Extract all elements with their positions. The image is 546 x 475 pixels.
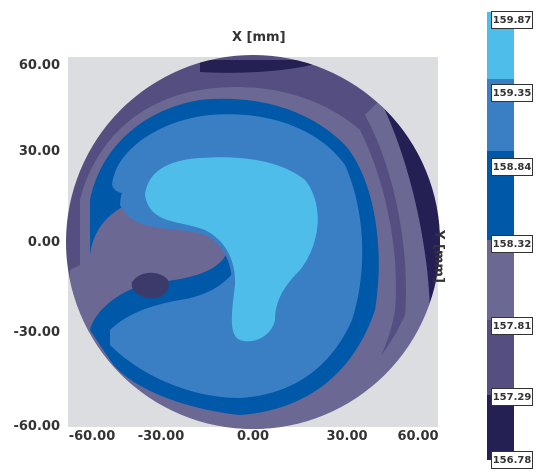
y-tick-label: -30.00 (13, 325, 60, 340)
y-tick-label: 0.00 (27, 235, 60, 250)
contour-level-159-87 (145, 157, 318, 342)
colorbar-level-label: 156.78 (491, 451, 533, 469)
y-axis-title: Y [mm] (431, 230, 446, 283)
colorbar-level-label: 159.87 (491, 11, 533, 29)
colorbar-segment-158-32 (487, 240, 514, 320)
x-tick-label: -30.00 (137, 429, 185, 444)
colorbar-level-label: 157.81 (491, 317, 533, 335)
colorbar-level-label: 158.84 (491, 158, 533, 176)
x-tick-label: -60.00 (68, 429, 116, 444)
x-tick-label: 0.00 (236, 429, 270, 444)
contour-level-156-78-top (200, 60, 330, 73)
colorbar-level-label: 159.35 (491, 84, 533, 102)
x-axis-title: X [mm] (232, 30, 286, 45)
y-tick-label: 30.00 (18, 144, 60, 159)
colorbar-level-label: 158.32 (491, 235, 533, 253)
y-tick-label: -60.00 (13, 419, 60, 434)
x-tick-label: 30.00 (326, 429, 368, 444)
x-tick-label: 60.00 (397, 429, 439, 444)
contour-level-157-29-right (270, 100, 430, 429)
contour-island-157-29 (131, 272, 169, 299)
colorbar-level-label: 157.29 (491, 388, 533, 406)
contour-level-156-78-right (300, 60, 440, 429)
contour-regions (66, 55, 440, 429)
y-tick-label: 60.00 (18, 58, 60, 73)
